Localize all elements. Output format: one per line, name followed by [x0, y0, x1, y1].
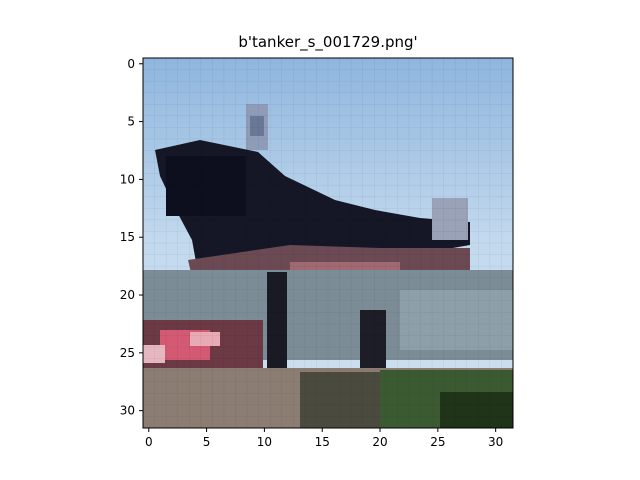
- y-tick-label: 30: [120, 404, 135, 418]
- y-tick-label: 10: [120, 172, 135, 186]
- y-tick-label: 0: [127, 57, 135, 71]
- x-tick-label: 25: [430, 435, 445, 449]
- y-tick-label: 5: [127, 115, 135, 129]
- y-axis: 0 5 10 15 20 25 30: [120, 57, 143, 418]
- y-tick-label: 25: [120, 346, 135, 360]
- figure-title: b'tanker_s_001729.png': [238, 33, 417, 52]
- y-tick-label: 20: [120, 288, 135, 302]
- y-tick-label: 15: [120, 230, 135, 244]
- image-area: [142, 57, 514, 429]
- x-tick-label: 20: [372, 435, 387, 449]
- x-tick-label: 5: [203, 435, 211, 449]
- x-tick-label: 15: [315, 435, 330, 449]
- axes-frame: [142, 57, 514, 429]
- pixel-image: [143, 58, 513, 428]
- x-tick-label: 0: [145, 435, 153, 449]
- x-tick-label: 10: [257, 435, 272, 449]
- x-axis: 0 5 10 15 20 25 30: [145, 428, 503, 449]
- x-tick-label: 30: [488, 435, 503, 449]
